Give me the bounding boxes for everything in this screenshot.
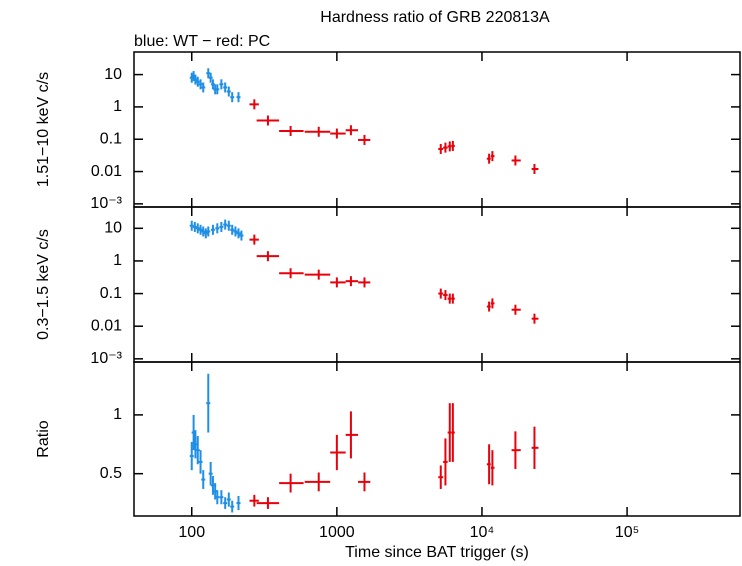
y-tick-label: 10⁻³ <box>90 195 122 212</box>
y-tick-label: 0.01 <box>91 317 122 334</box>
y-tick-label: 10 <box>104 220 122 237</box>
plot-frame <box>133 361 741 517</box>
y-axis-label: 1.51−10 keV c/s <box>35 72 52 187</box>
x-tick-label: 1000 <box>319 524 355 541</box>
x-tick-label: 100 <box>178 524 205 541</box>
y-tick-label: 0.01 <box>91 163 122 180</box>
y-tick-label: 0.1 <box>100 285 122 302</box>
x-axis-label: Time since BAT trigger (s) <box>345 544 529 561</box>
chart-title: Hardness ratio of GRB 220813A <box>320 9 550 26</box>
plot-frame <box>133 51 741 208</box>
y-axis-label: 0.3−1.5 keV c/s <box>35 229 52 340</box>
x-tick-label: 10⁴ <box>470 524 495 541</box>
y-tick-label: 10 <box>104 66 122 83</box>
y-tick-label: 0.5 <box>100 465 122 482</box>
plot-frame <box>133 206 741 363</box>
chart-subtitle: blue: WT − red: PC <box>134 33 270 50</box>
y-tick-label: 1 <box>113 98 122 115</box>
y-tick-label: 10⁻³ <box>90 350 122 367</box>
x-tick-label: 10⁵ <box>615 524 639 541</box>
y-axis-label: Ratio <box>35 420 52 457</box>
y-tick-label: 1 <box>113 406 122 423</box>
y-tick-label: 0.1 <box>100 130 122 147</box>
y-tick-label: 1 <box>113 252 122 269</box>
